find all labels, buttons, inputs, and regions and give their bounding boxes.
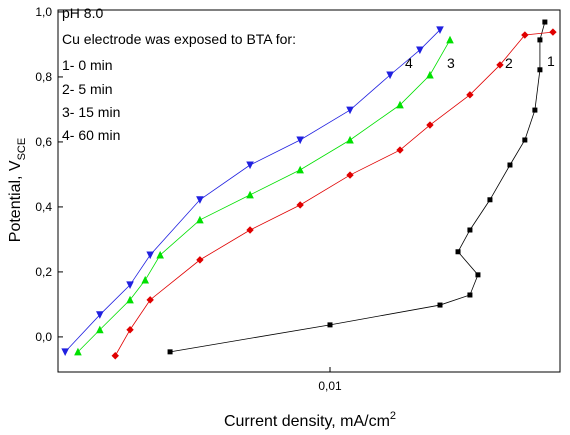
point (196, 215, 204, 224)
y-tick-label: 0,2 (35, 265, 52, 279)
point (467, 227, 473, 233)
point (467, 292, 473, 298)
y-axis-label: Potential, VSCE (7, 138, 28, 242)
series-line (114, 31, 553, 356)
point (542, 19, 548, 25)
point (126, 281, 134, 290)
y-tick-label: 1,0 (35, 5, 52, 19)
plot-frame (57, 9, 561, 373)
point (167, 349, 173, 355)
point (296, 201, 304, 209)
x-axis-label: Current density, mA/cm2 (224, 410, 396, 430)
point (246, 161, 254, 170)
series-line (170, 21, 546, 353)
point (246, 190, 254, 199)
series-label: 3 (447, 55, 455, 71)
point (549, 28, 557, 36)
point (346, 106, 354, 115)
point (416, 46, 424, 55)
point (522, 137, 528, 143)
annotation: Cu electrode was exposed to BTA for: (62, 31, 296, 47)
point (146, 251, 154, 260)
annotation: 3- 15 min (62, 104, 120, 120)
point (396, 100, 404, 109)
point (537, 67, 543, 73)
point (426, 121, 434, 129)
y-tick-label: 0,0 (35, 330, 52, 344)
point (487, 197, 493, 203)
point (126, 295, 134, 304)
point (346, 171, 354, 179)
series-label: 4 (405, 55, 413, 71)
point (537, 37, 543, 43)
point (96, 325, 104, 334)
x-tick-label: 0,01 (318, 379, 342, 393)
point (296, 165, 304, 174)
series-label: 1 (547, 53, 555, 69)
point (246, 226, 254, 234)
series-label: 2 (505, 55, 513, 71)
point (74, 347, 82, 356)
point (61, 348, 69, 356)
point (437, 302, 443, 308)
point (111, 352, 119, 360)
y-tick-label: 0,4 (35, 200, 52, 214)
point (386, 71, 394, 80)
annotation: pH 8.0 (62, 5, 103, 21)
point (196, 256, 204, 264)
point (436, 26, 444, 34)
series-line (64, 29, 441, 353)
point (196, 196, 204, 204)
point (426, 70, 434, 79)
point (507, 162, 513, 168)
point (346, 135, 354, 144)
series-line (77, 39, 451, 353)
point (296, 136, 304, 145)
point (496, 61, 504, 69)
point (396, 146, 404, 154)
point (446, 35, 454, 44)
point (466, 91, 474, 99)
point (327, 322, 333, 328)
point (156, 250, 164, 259)
y-tick-label: 0,8 (35, 70, 52, 84)
point (532, 107, 538, 113)
point (475, 272, 481, 278)
point (146, 296, 154, 304)
point (96, 311, 104, 319)
annotation: 2- 5 min (62, 81, 113, 97)
point (141, 275, 150, 284)
point (126, 326, 134, 334)
point (521, 31, 529, 39)
annotation: 4- 60 min (62, 127, 120, 143)
y-tick-label: 0,6 (35, 135, 52, 149)
annotation: 1- 0 min (62, 57, 113, 73)
point (455, 249, 461, 255)
